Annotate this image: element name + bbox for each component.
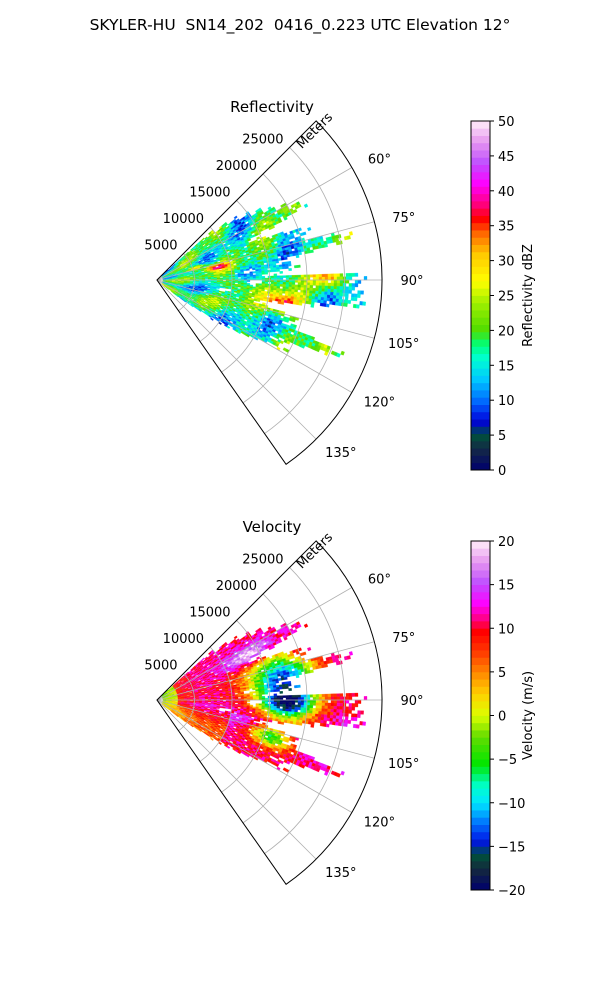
velocity-colorbar-tick-label: 10 bbox=[498, 622, 515, 637]
reflectivity-azimuth-tick-label: 75° bbox=[392, 211, 415, 226]
velocity-azimuth-tick-label: 90° bbox=[400, 694, 423, 709]
velocity-azimuth-tick-label: 120° bbox=[364, 816, 395, 831]
velocity-colorbar-tick-label: −20 bbox=[498, 884, 525, 899]
reflectivity-colorbar-tick-label: 5 bbox=[498, 429, 506, 444]
reflectivity-range-ring bbox=[178, 253, 195, 312]
velocity-range-ring bbox=[178, 673, 195, 732]
velocity-title: Velocity bbox=[243, 518, 302, 536]
reflectivity-azimuth-gridline bbox=[156, 279, 375, 339]
velocity-azimuth-gridline bbox=[156, 587, 353, 701]
velocity-range-ring bbox=[221, 620, 270, 793]
reflectivity-colorbar-tick-label: 45 bbox=[498, 150, 515, 165]
velocity-azimuth-tick-label: 135° bbox=[325, 866, 356, 881]
reflectivity-colorbar-tick-label: 40 bbox=[498, 185, 515, 200]
reflectivity-azimuth-tick-label: 120° bbox=[364, 396, 395, 411]
velocity-azimuth-gridline bbox=[156, 641, 375, 701]
velocity-range-tick-label: 5000 bbox=[144, 658, 177, 673]
reflectivity-title: Reflectivity bbox=[230, 98, 314, 116]
reflectivity-azimuth-gridline bbox=[156, 221, 375, 281]
figure-title: SKYLER-HU SN14_202 0416_0.223 UTC Elevat… bbox=[89, 16, 511, 34]
reflectivity-colorbar-tick-label: 10 bbox=[498, 394, 515, 409]
velocity-azimuth-gridline bbox=[156, 699, 317, 860]
velocity-azimuth-gridline bbox=[156, 699, 353, 813]
velocity-range-tick-label: 25000 bbox=[242, 552, 283, 567]
velocity-colorbar-tick-label: 15 bbox=[498, 579, 515, 594]
velocity-colorbar-label: Velocity (m/s) bbox=[521, 671, 536, 760]
reflectivity-azimuth-gridline bbox=[156, 279, 317, 440]
reflectivity-colorbar-tick-label: 30 bbox=[498, 255, 515, 270]
velocity-range-axis-label: Meters bbox=[294, 530, 336, 572]
velocity-azimuth-tick-label: 60° bbox=[368, 573, 391, 588]
velocity-azimuth-gridline bbox=[156, 699, 375, 759]
velocity-colorbar-tick-label: −15 bbox=[498, 840, 525, 855]
velocity-colorbar-tick-label: 20 bbox=[498, 535, 515, 550]
reflectivity-data-field bbox=[161, 201, 368, 358]
velocity-range-ring bbox=[199, 646, 233, 762]
velocity-range-tick-label: 20000 bbox=[216, 579, 257, 594]
velocity-colorbar-tick-label: 0 bbox=[498, 710, 506, 725]
reflectivity-range-axis-label: Meters bbox=[294, 110, 336, 152]
velocity-colorbar-tick-label: 5 bbox=[498, 666, 506, 681]
velocity-colorbar-tick-label: −5 bbox=[498, 753, 517, 768]
reflectivity-range-tick-label: 25000 bbox=[242, 132, 283, 147]
reflectivity-range-tick-label: 10000 bbox=[163, 212, 204, 227]
reflectivity-azimuth-gridline bbox=[156, 167, 353, 281]
reflectivity-panel: Reflectivity 5000 10000 15000 20000 25000 60° 7… bbox=[144, 98, 536, 479]
reflectivity-range-tick-label: 20000 bbox=[216, 159, 257, 174]
reflectivity-colorbar-tick-label: 50 bbox=[498, 115, 515, 130]
velocity-azimuth-tick-label: 75° bbox=[392, 631, 415, 646]
reflectivity-azimuth-tick-label: 105° bbox=[388, 337, 419, 352]
reflectivity-range-ring bbox=[264, 147, 345, 434]
reflectivity-range-ring bbox=[242, 173, 308, 404]
reflectivity-colorbar-tick-label: 15 bbox=[498, 359, 515, 374]
reflectivity-azimuth-gridline bbox=[156, 279, 353, 393]
reflectivity-azimuth-tick-label: 60° bbox=[368, 153, 391, 168]
reflectivity-colorbar: 0 5 10 15 20 25 30 35 40 45 50 Reflectivity dBZ bbox=[470, 115, 536, 479]
reflectivity-colorbar-tick-label: 25 bbox=[498, 290, 515, 305]
reflectivity-plot-frame bbox=[156, 120, 383, 466]
reflectivity-range-tick-label: 5000 bbox=[144, 238, 177, 253]
velocity-range-tick-label: 15000 bbox=[189, 605, 230, 620]
reflectivity-range-ring bbox=[221, 200, 270, 373]
reflectivity-azimuth-tick-label: 90° bbox=[400, 274, 423, 289]
velocity-azimuth-tick-label: 105° bbox=[388, 757, 419, 772]
reflectivity-range-ring bbox=[199, 226, 233, 342]
reflectivity-colorbar-tick-label: 20 bbox=[498, 324, 515, 339]
velocity-range-ring bbox=[264, 567, 345, 854]
reflectivity-colorbar-tick-label: 35 bbox=[498, 220, 515, 235]
reflectivity-azimuth-tick-label: 135° bbox=[325, 446, 356, 461]
reflectivity-colorbar-tick-label: 0 bbox=[498, 464, 506, 479]
velocity-plot-frame bbox=[156, 540, 383, 886]
velocity-colorbar-tick-label: −10 bbox=[498, 797, 525, 812]
velocity-panel: Velocity 5000 10000 15000 20000 25000 60° 75° 90… bbox=[144, 518, 536, 899]
reflectivity-range-tick-label: 15000 bbox=[189, 185, 230, 200]
velocity-range-ring bbox=[242, 593, 308, 824]
velocity-colorbar: −20 −15 −10 −5 0 5 10 15 20 Velocity (m/s) bbox=[470, 535, 536, 899]
velocity-range-tick-label: 10000 bbox=[163, 632, 204, 647]
reflectivity-colorbar-label: Reflectivity dBZ bbox=[521, 244, 536, 347]
